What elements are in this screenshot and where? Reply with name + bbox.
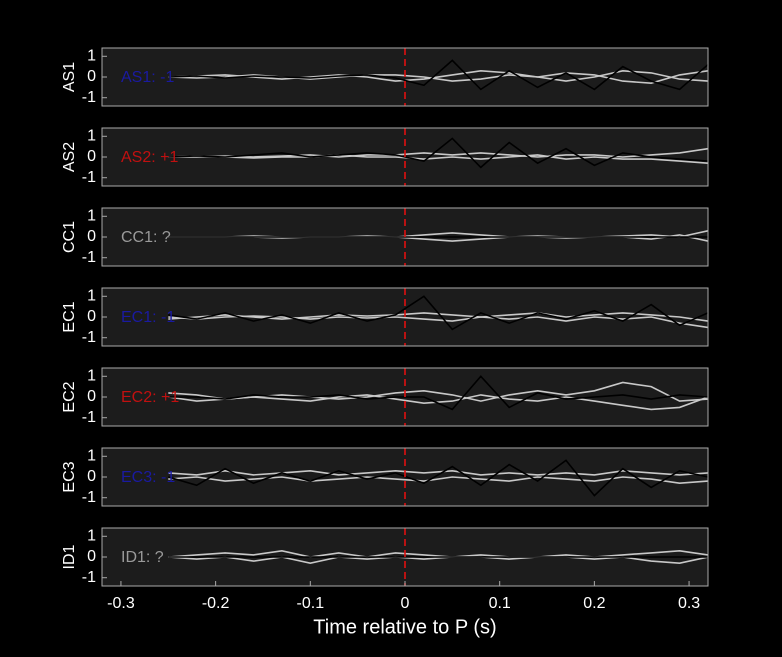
- plot-area: [168, 549, 708, 565]
- y-tick-label: -1: [82, 169, 96, 186]
- y-tick-label: 1: [87, 368, 96, 385]
- trace: [168, 137, 708, 169]
- y-tick-label: 0: [87, 468, 96, 485]
- trace: [168, 476, 708, 485]
- plot-area: [168, 230, 708, 242]
- annotation: AS2: +1: [121, 149, 178, 166]
- y-tick-label: 1: [87, 448, 96, 465]
- y-tick-label: -1: [82, 329, 96, 346]
- y-tick-label: 0: [87, 228, 96, 245]
- plot-area: [168, 459, 708, 497]
- trace: [168, 295, 708, 331]
- y-tick-label: 1: [87, 48, 96, 65]
- annotation: EC1: -1: [121, 309, 175, 326]
- x-tick-label: 0.1: [489, 595, 511, 612]
- x-axis-label: Time relative to P (s): [313, 616, 496, 638]
- y-tick-label: 0: [87, 148, 96, 165]
- annotation: EC3: -1: [121, 469, 175, 486]
- y-axis-label: EC3: [61, 461, 78, 492]
- y-tick-label: -1: [82, 249, 96, 266]
- y-tick-label: 0: [87, 308, 96, 325]
- x-tick-label: 0.2: [583, 595, 605, 612]
- annotation: CC1: ?: [121, 229, 171, 246]
- plot-area: [168, 59, 708, 91]
- trace: [168, 59, 708, 91]
- y-tick-label: 1: [87, 528, 96, 545]
- y-tick-label: 1: [87, 128, 96, 145]
- y-tick-label: -1: [82, 569, 96, 586]
- y-axis-label: ID1: [61, 544, 78, 569]
- x-tick-label: 0.3: [678, 595, 700, 612]
- y-axis-label: EC2: [61, 381, 78, 412]
- plot-area: [168, 295, 708, 331]
- trace: [168, 394, 708, 411]
- y-tick-label: -1: [82, 409, 96, 426]
- trace: [168, 375, 708, 411]
- y-tick-label: 0: [87, 68, 96, 85]
- trace: [168, 69, 708, 82]
- y-axis-label: EC1: [61, 301, 78, 332]
- y-tick-label: 0: [87, 388, 96, 405]
- x-tick-label: -0.2: [202, 595, 230, 612]
- trace: [168, 147, 708, 158]
- trace: [168, 469, 708, 476]
- y-axis-label: AS1: [61, 62, 78, 92]
- y-tick-label: -1: [82, 489, 96, 506]
- trace: [168, 154, 708, 164]
- y-tick-label: 1: [87, 288, 96, 305]
- x-tick-label: 0: [401, 595, 410, 612]
- annotation: ID1: ?: [121, 549, 164, 566]
- annotation: EC2: +1: [121, 389, 179, 406]
- y-axis-label: CC1: [61, 221, 78, 253]
- trace: [168, 70, 708, 85]
- y-axis-label: AS2: [61, 142, 78, 172]
- x-tick-label: -0.1: [297, 595, 325, 612]
- x-tick-label: -0.3: [107, 595, 135, 612]
- trace: [168, 459, 708, 497]
- y-tick-label: -1: [82, 89, 96, 106]
- annotation: AS1: -1: [121, 69, 174, 86]
- trace: [168, 549, 708, 558]
- y-tick-label: 1: [87, 208, 96, 225]
- plot-area: [168, 137, 708, 169]
- y-tick-label: 0: [87, 548, 96, 565]
- trace: [168, 230, 708, 238]
- plot-area: [168, 375, 708, 411]
